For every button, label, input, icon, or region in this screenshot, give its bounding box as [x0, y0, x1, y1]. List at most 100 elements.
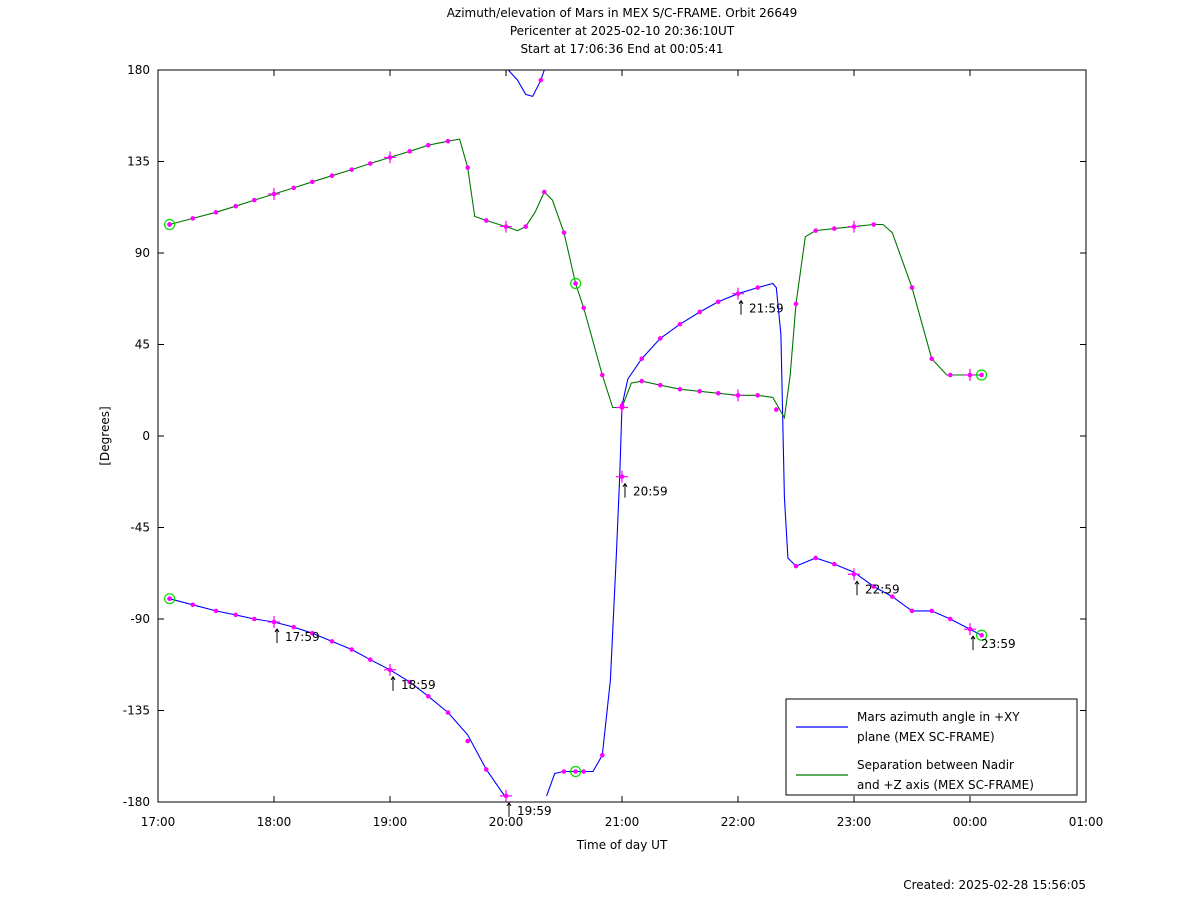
annotation-label: 18:59	[401, 678, 436, 692]
data-point	[619, 405, 625, 410]
data-point	[813, 555, 819, 561]
legend-entry: Mars azimuth angle in +XY	[857, 710, 1020, 724]
data-point	[445, 138, 451, 144]
data-point	[929, 356, 935, 362]
annotation-label: 21:59	[749, 302, 784, 316]
endpoint-marker	[975, 369, 988, 381]
data-point	[349, 167, 355, 172]
x-tick-label: 19:00	[373, 815, 408, 829]
data-point	[367, 657, 373, 662]
data-point	[190, 216, 196, 221]
data-point	[407, 679, 413, 685]
data-point	[851, 571, 857, 577]
data-point	[735, 291, 741, 296]
data-point	[581, 305, 587, 311]
data-point	[503, 793, 509, 799]
y-tick-label: -90	[130, 612, 150, 626]
data-point	[735, 393, 741, 398]
x-tick-label: 18:00	[257, 815, 292, 829]
series-line-0	[507, 69, 545, 98]
plot-series	[169, 69, 982, 799]
data-point	[967, 372, 973, 378]
data-point	[773, 407, 779, 412]
data-point	[715, 391, 721, 396]
data-point	[233, 612, 239, 618]
data-point	[309, 630, 315, 636]
data-point	[639, 378, 645, 384]
data-point	[929, 608, 935, 614]
annotation-arrow	[506, 801, 512, 807]
x-tick-label: 00:00	[953, 815, 988, 829]
annotation-label: 23:59	[981, 637, 1016, 651]
x-tick-label: 17:00	[141, 815, 176, 829]
data-point	[889, 594, 895, 599]
data-point	[523, 224, 529, 229]
x-tick-label: 01:00	[1069, 815, 1104, 829]
data-point	[465, 165, 471, 170]
data-point	[251, 616, 257, 622]
data-point	[291, 624, 297, 630]
data-point	[367, 161, 373, 166]
x-tick-label: 23:00	[837, 815, 872, 829]
data-point	[793, 563, 799, 569]
data-point	[387, 667, 393, 673]
data-point	[697, 309, 703, 315]
y-tick-label: 90	[135, 246, 150, 260]
annotation-arrow	[390, 675, 396, 681]
data-point	[657, 336, 663, 341]
data-point	[349, 647, 355, 652]
plot-markers	[164, 77, 988, 802]
data-point	[425, 693, 431, 699]
data-point	[979, 372, 984, 378]
annotation-arrow	[854, 580, 860, 585]
y-tick-label: -45	[130, 521, 150, 535]
annotation-arrow	[738, 299, 744, 304]
endpoint-marker	[569, 765, 582, 778]
endpoint-marker	[569, 277, 582, 290]
data-point	[329, 173, 335, 179]
x-axis-label: Time of day UT	[576, 838, 668, 852]
plot-frame	[157, 69, 1087, 803]
legend-entry: plane (MEX SC-FRAME)	[857, 730, 995, 744]
data-point	[967, 626, 973, 632]
data-point	[329, 639, 335, 644]
y-tick-label: 135	[127, 155, 150, 169]
data-point	[425, 142, 431, 148]
data-point	[445, 710, 451, 715]
data-point	[619, 474, 625, 479]
annotation-arrow	[622, 482, 628, 487]
data-point	[831, 226, 837, 231]
data-point	[291, 185, 297, 191]
x-tick-label: 21:00	[605, 815, 640, 829]
data-point	[407, 149, 413, 154]
chart-title: Azimuth/elevation of Mars in MEX S/C-FRA…	[447, 6, 798, 56]
data-point	[871, 584, 877, 589]
data-point	[541, 189, 547, 195]
annotation-label: 22:59	[865, 582, 900, 596]
x-tick-label: 22:00	[721, 815, 756, 829]
data-point	[573, 281, 578, 286]
data-point	[813, 228, 819, 233]
data-point	[639, 356, 645, 362]
data-point	[465, 738, 471, 744]
data-point	[271, 191, 277, 197]
data-point	[190, 602, 196, 608]
data-point	[561, 769, 567, 774]
annotation-arrow	[274, 628, 280, 633]
chart-title-line: Azimuth/elevation of Mars in MEX S/C-FRA…	[447, 6, 798, 20]
data-point	[909, 285, 915, 290]
axis-labels: Time of day UT [Degrees]	[98, 406, 668, 852]
annotation-arrow	[970, 635, 976, 640]
data-point	[387, 155, 393, 160]
data-point	[851, 224, 857, 229]
data-point	[599, 752, 605, 758]
data-point	[697, 388, 703, 394]
data-point	[947, 372, 953, 378]
endpoint-marker	[164, 218, 176, 231]
legend-entry: and +Z axis (MEX SC-FRAME)	[857, 778, 1034, 792]
chart-title-line: Start at 17:06:36 End at 00:05:41	[520, 42, 723, 56]
annotation-label: 17:59	[285, 630, 320, 644]
legend-box	[785, 698, 1078, 796]
data-point	[538, 77, 544, 83]
